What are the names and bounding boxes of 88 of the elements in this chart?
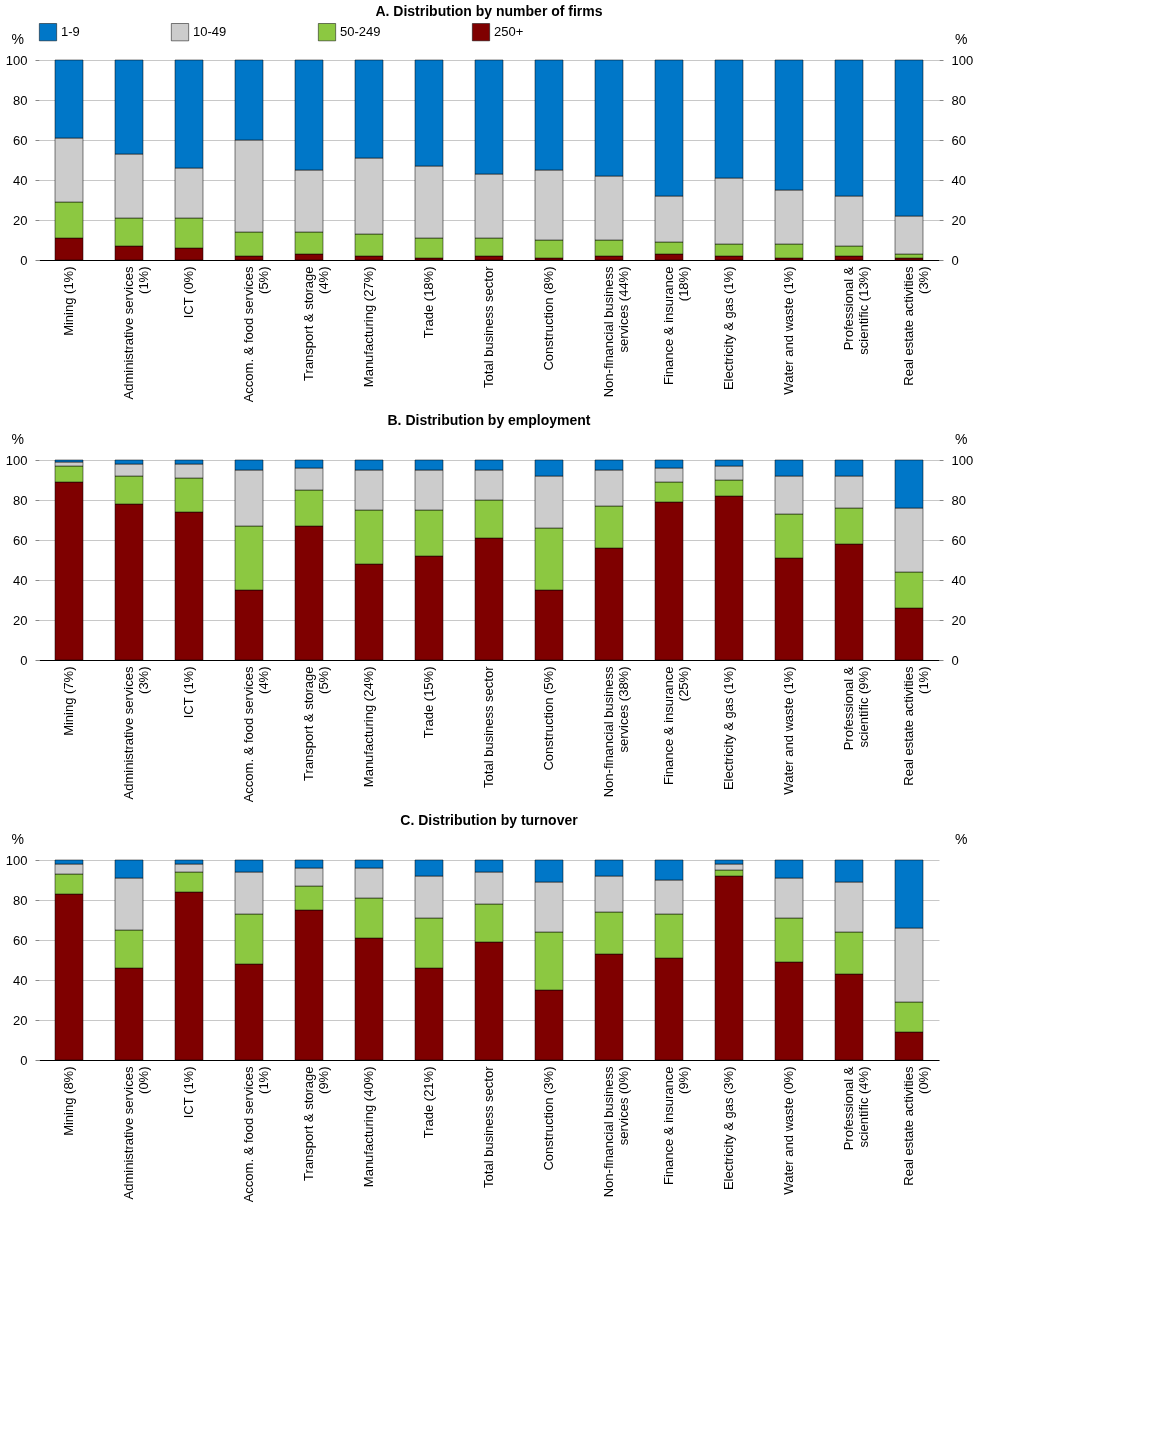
x-tick-label: Professional & scientific (13%) xyxy=(841,266,871,355)
x-tick-label: Administrative services (1%) xyxy=(121,266,151,400)
y2-tick-label: 0 xyxy=(951,252,959,268)
x-tick-label: Non-financial business services (38%) xyxy=(601,666,631,798)
y2-tick-label: 60 xyxy=(951,532,966,548)
x-tick-label: ICT (1%) xyxy=(181,666,196,719)
y2-tick-label: 80 xyxy=(951,92,966,108)
y-tick-label: 0 xyxy=(20,252,28,268)
x-tick-label: Finance & insurance (25%) xyxy=(661,666,691,786)
x-tick-label: Manufacturing (40%) xyxy=(361,1066,376,1188)
x-tick-label: Accom. & food services (4%) xyxy=(241,666,271,803)
y-tick-label: 100 xyxy=(5,452,28,468)
y-tick-label: 60 xyxy=(13,932,28,948)
y-tick-label: 0 xyxy=(20,652,28,668)
y-tick-label: 20 xyxy=(13,612,28,628)
x-tick-label: Accom. & food services (1%) xyxy=(241,1066,271,1203)
x-tick-label: Water and waste (0%) xyxy=(781,1066,796,1195)
y2-tick-label: 20 xyxy=(951,612,966,628)
legend-label: 1-9 xyxy=(61,24,80,40)
x-tick-label: Construction (3%) xyxy=(541,1066,556,1171)
y2-tick-label: 40 xyxy=(951,572,966,588)
y-tick-label: 80 xyxy=(13,892,28,908)
x-tick-label: Water and waste (1%) xyxy=(781,266,796,395)
x-tick-label: Real estate activities (3%) xyxy=(901,266,931,386)
y2-tick-label: 80 xyxy=(951,492,966,508)
y2-tick-label: 20 xyxy=(951,212,966,228)
chart-title: C. Distribution by turnover xyxy=(400,812,579,828)
legend-label: 10-49 xyxy=(193,24,227,40)
x-tick-label: Administrative services (3%) xyxy=(121,666,151,800)
x-tick-label: Trade (21%) xyxy=(421,1066,436,1139)
x-tick-label: Professional & scientific (4%) xyxy=(841,1066,871,1151)
x-tick-label: Trade (15%) xyxy=(421,666,436,739)
x-tick-label: Total business sector xyxy=(481,665,496,788)
x-tick-label: Real estate activities (0%) xyxy=(901,1066,931,1186)
x-tick-label: Construction (8%) xyxy=(541,266,556,371)
y2-tick-label: 100 xyxy=(951,52,974,68)
y2-axis-title: % xyxy=(955,430,968,447)
y-tick-label: 40 xyxy=(13,972,28,988)
y-tick-label: 80 xyxy=(13,492,28,508)
x-tick-label: Accom. & food services (5%) xyxy=(241,266,271,403)
y-tick-label: 20 xyxy=(13,212,28,228)
x-tick-label: Water and waste (1%) xyxy=(781,666,796,795)
y-tick-label: 60 xyxy=(13,132,28,148)
x-tick-label: Electricity & gas (1%) xyxy=(721,666,736,791)
x-tick-label: Transport & storage (5%) xyxy=(301,666,331,781)
x-tick-label: Mining (1%) xyxy=(61,266,76,336)
legend-label: 250+ xyxy=(494,24,524,40)
x-tick-label: Trade (18%) xyxy=(421,266,436,339)
x-tick-label: Mining (7%) xyxy=(61,666,76,736)
x-tick-label: Manufacturing (27%) xyxy=(361,266,376,388)
legend-label: 50-249 xyxy=(340,24,381,40)
y-tick-label: 60 xyxy=(13,532,28,548)
x-tick-label: Administrative services (0%) xyxy=(121,1066,151,1200)
y2-tick-label: 40 xyxy=(951,172,966,188)
x-tick-label: Finance & insurance (18%) xyxy=(661,266,691,386)
x-tick-label: Non-financial business services (0%) xyxy=(601,1066,631,1198)
x-tick-label: ICT (0%) xyxy=(181,266,196,319)
chart-title: B. Distribution by employment xyxy=(387,412,591,428)
x-tick-label: Electricity & gas (3%) xyxy=(721,1066,736,1191)
x-tick-label: ICT (1%) xyxy=(181,1066,196,1119)
x-tick-label: Electricity & gas (1%) xyxy=(721,266,736,391)
y2-axis-title: % xyxy=(955,830,968,847)
y2-tick-label: 0 xyxy=(951,652,959,668)
y-tick-label: 0 xyxy=(20,1052,28,1068)
x-tick-label: Transport & storage (4%) xyxy=(301,266,331,381)
y-tick-label: 20 xyxy=(13,1012,28,1028)
y-tick-label: 100 xyxy=(5,52,28,68)
y-tick-label: 40 xyxy=(13,572,28,588)
x-tick-label: Finance & insurance (9%) xyxy=(661,1066,691,1186)
x-tick-label: Transport & storage (9%) xyxy=(301,1066,331,1181)
y-tick-label: 40 xyxy=(13,172,28,188)
y2-tick-label: 60 xyxy=(951,132,966,148)
x-tick-label: Mining (8%) xyxy=(61,1066,76,1136)
x-tick-label: Construction (5%) xyxy=(541,666,556,771)
x-tick-label: Total business sector xyxy=(481,265,496,388)
x-tick-label: Total business sector xyxy=(481,1065,496,1188)
x-tick-label: Professional & scientific (9%) xyxy=(841,666,871,751)
x-tick-label: Manufacturing (24%) xyxy=(361,666,376,788)
y-axis-title: % xyxy=(11,830,24,847)
y-tick-label: 100 xyxy=(5,852,28,868)
y-axis-title: % xyxy=(11,430,24,447)
y-tick-label: 80 xyxy=(13,92,28,108)
y2-axis-title: % xyxy=(955,30,968,47)
x-tick-label: Non-financial business services (44%) xyxy=(601,266,631,398)
y-axis-title: % xyxy=(11,30,24,47)
x-tick-label: Real estate activities (1%) xyxy=(901,666,931,786)
y2-tick-label: 100 xyxy=(951,452,974,468)
chart-title: A. Distribution by number of firms xyxy=(375,3,603,19)
